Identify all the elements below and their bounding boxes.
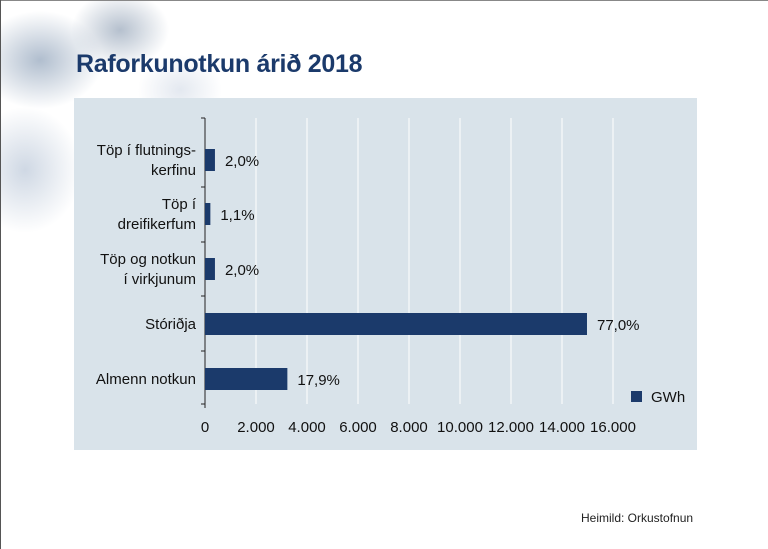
category-label: Töp í bbox=[162, 196, 197, 213]
chart-panel bbox=[74, 98, 697, 450]
x-tick-label: 4.000 bbox=[288, 419, 326, 436]
x-tick-label: 16.000 bbox=[590, 419, 636, 436]
x-tick-label: 14.000 bbox=[539, 419, 585, 436]
legend-label: GWh bbox=[651, 389, 685, 406]
category-label: kerfinu bbox=[151, 162, 196, 179]
x-tick-label: 0 bbox=[201, 419, 209, 436]
category-label: í virkjunum bbox=[123, 271, 196, 288]
category-label: Almenn notkun bbox=[96, 371, 196, 388]
data-label: 2,0% bbox=[225, 262, 259, 279]
legend-swatch bbox=[631, 391, 642, 402]
bar bbox=[205, 313, 587, 335]
x-tick-label: 8.000 bbox=[390, 419, 428, 436]
x-tick-label: 2.000 bbox=[237, 419, 275, 436]
source-note: Heimild: Orkustofnun bbox=[581, 511, 694, 525]
bar bbox=[205, 203, 211, 225]
x-tick-label: 6.000 bbox=[339, 419, 377, 436]
category-label: Töp og notkun bbox=[100, 251, 196, 268]
data-label: 1,1% bbox=[220, 207, 254, 224]
data-label: 2,0% bbox=[225, 153, 259, 170]
bar bbox=[205, 149, 215, 171]
bar bbox=[205, 258, 215, 280]
frame-left-border bbox=[0, 0, 1, 549]
category-label: Stóriðja bbox=[145, 316, 197, 333]
frame-top-border bbox=[0, 0, 768, 1]
category-label: dreifikerfum bbox=[118, 216, 196, 233]
x-tick-label: 12.000 bbox=[488, 419, 534, 436]
bar bbox=[205, 368, 288, 390]
chart-title: Raforkunotkun árið 2018 bbox=[76, 50, 363, 78]
category-label: Töp í flutnings- bbox=[97, 142, 196, 159]
data-label: 77,0% bbox=[597, 317, 640, 334]
x-tick-label: 10.000 bbox=[437, 419, 483, 436]
data-label: 17,9% bbox=[297, 372, 340, 389]
